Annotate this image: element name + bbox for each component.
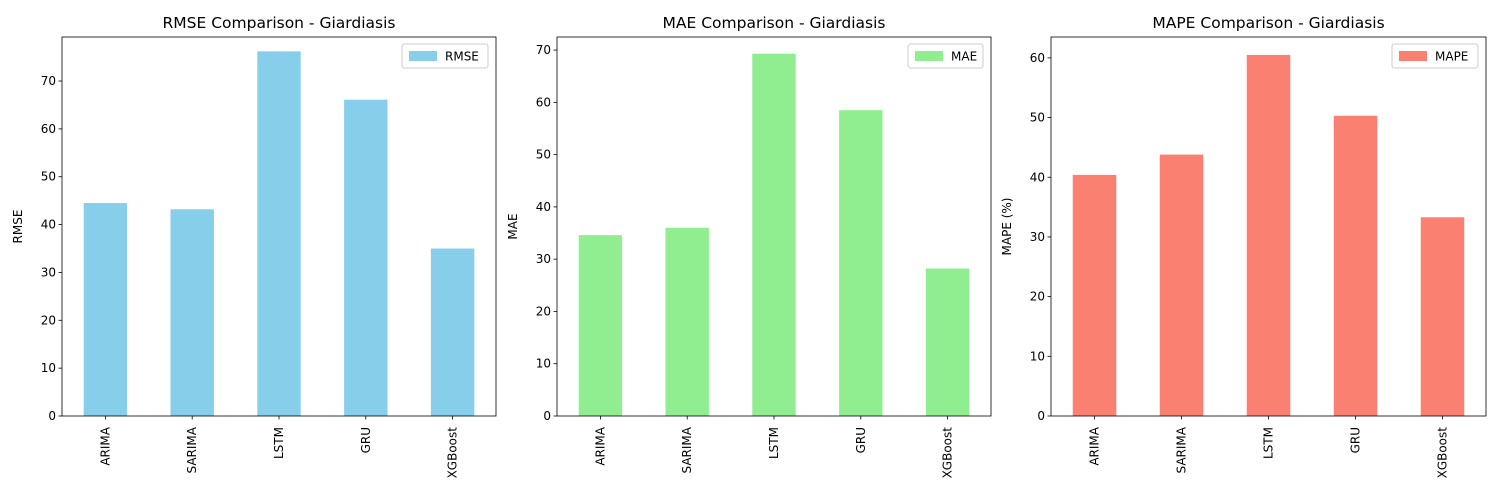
rmse-bar-arima: [83, 203, 128, 416]
mae-chart-panel: MAE Comparison - Giardiasis 0 10 20 30 40 50 60…: [506, 14, 992, 479]
mae-legend-swatch: [915, 51, 943, 61]
rmse-x-tick-label-xgboost: XGBoost: [446, 427, 460, 479]
rmse-bar-lstm: [257, 51, 301, 417]
mape-bar-sarima: [1159, 154, 1204, 416]
mape-y-tick-label: 60: [1030, 51, 1045, 65]
rmse-y-axis-label: RMSE: [11, 210, 25, 244]
mae-x-tick-label-gru: GRU: [854, 427, 868, 453]
rmse-y-tick-label: 60: [41, 122, 56, 136]
mae-chart-title: MAE Comparison - Giardiasis: [663, 14, 886, 32]
mape-legend-box: [1391, 43, 1479, 69]
mape-chart-panel: MAPE Comparison - Giardiasis 0 10 20 30 40 50 6…: [1000, 14, 1487, 479]
mape-y-tick-label: 20: [1030, 290, 1045, 304]
mape-legend-label: MAPE: [1435, 50, 1468, 64]
mape-y-tick-label: 50: [1030, 111, 1045, 125]
rmse-bar-xgboost: [430, 248, 475, 416]
rmse-legend: RMSE: [401, 43, 489, 69]
rmse-bar-gru: [344, 99, 388, 416]
rmse-y-tick-label: 30: [41, 265, 56, 279]
mape-y-tick-label: 30: [1030, 230, 1045, 244]
rmse-y-tick-label: 0: [48, 409, 56, 423]
rmse-bar-sarima: [170, 209, 214, 416]
mape-chart-title: MAPE Comparison - Giardiasis: [1152, 14, 1384, 32]
mae-y-tick-label: 30: [536, 252, 551, 266]
mae-y-axis-label: MAE: [506, 213, 520, 239]
mae-y-tick-label: 70: [536, 43, 551, 57]
rmse-legend-swatch: [409, 51, 437, 61]
mae-y-tick-label: 50: [536, 148, 551, 162]
mae-bar-gru: [839, 110, 883, 416]
rmse-legend-label: RMSE: [445, 50, 479, 64]
rmse-chart-title: RMSE Comparison - Giardiasis: [163, 14, 396, 32]
rmse-y-tick-label: 50: [41, 170, 56, 184]
mae-y-tick-label: 40: [536, 200, 551, 214]
mae-bar-arima: [578, 235, 623, 416]
mape-y-tick-label: 0: [1037, 409, 1045, 423]
rmse-x-tick-label-lstm: LSTM: [272, 427, 286, 459]
rmse-y-tick-label: 10: [41, 361, 56, 375]
mae-y-tick-label: 10: [536, 357, 551, 371]
mae-legend-box: [907, 43, 984, 69]
mae-x-tick-label-sarima: SARIMA: [680, 426, 694, 473]
mape-legend: MAPE: [1391, 43, 1479, 69]
rmse-legend-box: [401, 43, 489, 69]
mape-bar-lstm: [1246, 54, 1291, 416]
mape-y-tick-label: 40: [1030, 170, 1045, 184]
mae-x-tick-label-arima: ARIMA: [593, 426, 607, 465]
mape-x-tick-label-gru: GRU: [1349, 427, 1363, 453]
mae-legend: MAE: [907, 43, 984, 69]
mae-bar-sarima: [665, 227, 709, 416]
rmse-y-tick-label: 70: [41, 74, 56, 88]
mape-y-tick-label: 10: [1030, 349, 1045, 363]
mae-bar-lstm: [752, 53, 796, 416]
mape-bar-xgboost: [1420, 217, 1465, 416]
rmse-x-tick-label-sarima: SARIMA: [185, 426, 199, 473]
mape-x-tick-label-arima: ARIMA: [1088, 426, 1102, 465]
mape-x-tick-label-lstm: LSTM: [1262, 427, 1276, 459]
rmse-y-tick-label: 20: [41, 313, 56, 327]
mae-legend-label: MAE: [951, 50, 977, 64]
mae-x-tick-label-xgboost: XGBoost: [941, 427, 955, 479]
mae-y-tick-label: 20: [536, 304, 551, 318]
rmse-chart-panel: RMSE Comparison - Giardiasis 0 10 20 30 40 50 6…: [11, 14, 497, 479]
mape-x-tick-label-xgboost: XGBoost: [1436, 427, 1450, 479]
mape-bar-gru: [1333, 115, 1378, 416]
mae-x-tick-label-lstm: LSTM: [767, 427, 781, 459]
rmse-x-tick-label-arima: ARIMA: [98, 426, 112, 465]
mape-y-axis-label: MAPE (%): [1000, 198, 1014, 256]
mae-y-tick-label: 0: [543, 409, 551, 423]
mae-bar-xgboost: [925, 268, 970, 416]
rmse-y-tick-label: 40: [41, 218, 56, 232]
mape-x-tick-label-sarima: SARIMA: [1175, 426, 1189, 473]
rmse-x-tick-label-gru: GRU: [359, 427, 373, 453]
mape-legend-swatch: [1399, 51, 1427, 61]
mape-bar-arima: [1072, 174, 1117, 416]
mae-y-tick-label: 60: [536, 95, 551, 109]
